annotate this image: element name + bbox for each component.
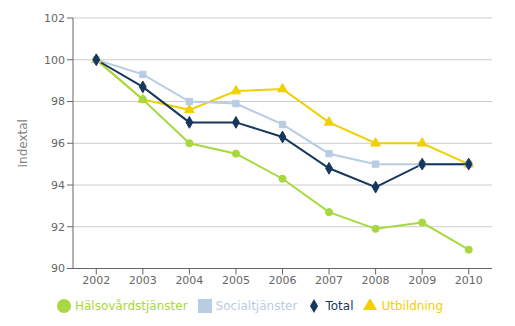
svg-text:2005: 2005 [222, 274, 250, 287]
html-text:Socialtjänster: Socialtjänster [215, 298, 298, 313]
svg-text:Indextal: Indextal [16, 119, 30, 167]
svg-text:2008: 2008 [362, 274, 390, 287]
svg-text:100: 100 [44, 54, 65, 67]
html-text:Total: Total [325, 298, 354, 313]
svg-text:2003: 2003 [129, 274, 157, 287]
svg-text:92: 92 [51, 221, 65, 234]
svg-text:102: 102 [44, 12, 65, 25]
svg-text:2010: 2010 [455, 274, 483, 287]
svg-text:98: 98 [51, 95, 65, 108]
html-text:Utbildning: Utbildning [381, 298, 443, 313]
svg-text:96: 96 [51, 137, 65, 150]
html-text:Hälsovårdstjänster: Hälsovårdstjänster [75, 298, 188, 313]
svg-text:2004: 2004 [175, 274, 203, 287]
svg-text:90: 90 [51, 262, 65, 275]
svg-text:2006: 2006 [269, 274, 297, 287]
svg-text:2009: 2009 [408, 274, 436, 287]
svg-text:2002: 2002 [82, 274, 110, 287]
svg-text:94: 94 [51, 179, 65, 192]
svg-text:2007: 2007 [315, 274, 343, 287]
